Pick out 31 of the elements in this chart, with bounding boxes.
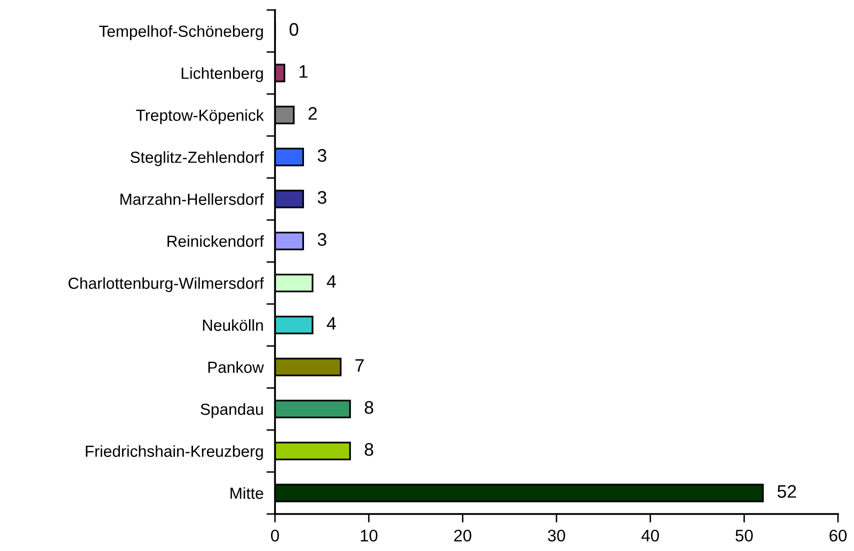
- data-label: 7: [356, 359, 364, 372]
- data-label: 3: [318, 191, 326, 204]
- y-tick-label: Marzahn-Hellersdorf: [120, 193, 264, 205]
- y-tick-label: Steglitz-Zehlendorf: [130, 151, 264, 166]
- x-tick-label: 50: [736, 530, 753, 542]
- data-label: 3: [318, 149, 326, 162]
- x-tick-label: 30: [548, 530, 566, 542]
- y-tick-label: Charlottenburg-Wilmersdorf: [68, 277, 264, 292]
- y-tick-label: Treptow-Köpenick: [136, 109, 264, 124]
- y-tick-label: Mitte: [230, 487, 264, 499]
- y-tick-label: Lichtenberg: [182, 67, 263, 82]
- y-tick-label: Tempelhof-Schöneberg: [99, 25, 263, 40]
- y-tick-label: Reinickendorf: [168, 235, 264, 247]
- y-tick-label: Pankow: [208, 361, 264, 373]
- y-tick-label: Neukölln: [203, 319, 263, 331]
- x-tick-label: 60: [830, 530, 847, 542]
- data-label: 4: [326, 275, 336, 288]
- data-label: 0: [290, 23, 298, 36]
- y-tick-label: Spandau: [200, 403, 263, 418]
- data-label: 8: [364, 443, 374, 456]
- data-label: 4: [326, 317, 336, 330]
- x-tick-label: 0: [271, 530, 279, 542]
- x-tick-label: 40: [641, 530, 659, 542]
- data-label: 52: [778, 485, 796, 498]
- y-tick-label: Friedrichshain-Kreuzberg: [86, 445, 263, 460]
- data-label: 1: [300, 65, 308, 78]
- data-label: 2: [308, 107, 317, 120]
- x-tick-label: 10: [360, 530, 378, 542]
- data-label: 3: [318, 233, 326, 246]
- data-label: 8: [364, 401, 374, 414]
- x-tick-label: 20: [454, 530, 472, 542]
